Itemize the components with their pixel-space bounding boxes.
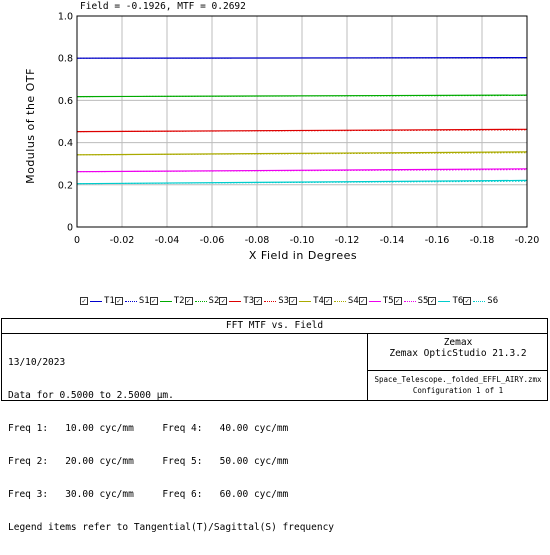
y-tick-label: 0.6 [58, 96, 73, 107]
legend-item-t6[interactable]: ✓ T6 [428, 296, 463, 306]
legend-swatch [404, 301, 416, 302]
info-date: 13/10/2023 [8, 357, 334, 368]
legend-swatch [125, 301, 137, 302]
info-title: FFT MTF vs. Field [2, 319, 547, 334]
info-freq-row-3: Freq 3: 30.00 cyc/mm Freq 6: 60.00 cyc/m… [8, 489, 334, 500]
mtf-chart: Field = -0.1926, MTF = 0.2692 0 0.2 0.4 0.6… [0, 0, 550, 292]
checkbox-icon[interactable]: ✓ [219, 297, 227, 305]
legend-swatch [90, 301, 102, 302]
legend-item-t3[interactable]: ✓ T3 [219, 296, 254, 306]
checkbox-icon[interactable]: ✓ [185, 297, 193, 305]
legend-item-t1[interactable]: ✓ T1 [80, 296, 115, 306]
legend-label: S5 [418, 296, 429, 306]
x-tick-label: -0.16 [425, 235, 450, 246]
y-tick-labels: 0 0.2 0.4 0.6 0.8 1.0 [58, 12, 73, 234]
checkbox-icon[interactable]: ✓ [254, 297, 262, 305]
info-legend-note: Legend items refer to Tangential(T)/Sagi… [8, 522, 334, 533]
legend-label: S1 [139, 296, 150, 306]
legend-swatch [195, 301, 207, 302]
legend-label: T1 [104, 296, 115, 306]
legend-item-s5[interactable]: ✓ S5 [394, 296, 429, 306]
legend-swatch [299, 301, 311, 302]
legend-swatch [264, 301, 276, 302]
legend-item-s1[interactable]: ✓ S1 [115, 296, 150, 306]
info-data-range: Data for 0.5000 to 2.5000 µm. [8, 390, 334, 401]
legend-label: S6 [487, 296, 498, 306]
y-axis-label: Modulus of the OTF [24, 68, 37, 184]
legend: ✓T1✓S1✓T2✓S2✓T3✓S3✓T4✓S4✓T5✓S5✓T6✓S6 [80, 294, 470, 308]
legend-swatch [369, 301, 381, 302]
x-tick-label: -0.10 [290, 235, 315, 246]
x-tick-label: -0.14 [380, 235, 405, 246]
brand-name: Zemax [368, 337, 548, 348]
checkbox-icon[interactable]: ✓ [463, 297, 471, 305]
x-tick-label: -0.18 [470, 235, 495, 246]
legend-item-t2[interactable]: ✓ T2 [150, 296, 185, 306]
y-tick-label: 0.8 [58, 54, 73, 65]
checkbox-icon[interactable]: ✓ [80, 297, 88, 305]
x-tick-label: -0.12 [335, 235, 360, 246]
product-name: Zemax OpticStudio 21.3.2 [368, 348, 548, 359]
y-tick-label: 0.2 [58, 180, 73, 191]
x-tick-label: -0.02 [110, 235, 135, 246]
y-tick-label: 0 [67, 223, 73, 234]
legend-item-t4[interactable]: ✓ T4 [289, 296, 324, 306]
legend-label: T6 [452, 296, 463, 306]
x-tick-label: -0.06 [200, 235, 225, 246]
legend-label: S2 [209, 296, 220, 306]
checkbox-icon[interactable]: ✓ [428, 297, 436, 305]
checkbox-icon[interactable]: ✓ [394, 297, 402, 305]
legend-item-s3[interactable]: ✓ S3 [254, 296, 289, 306]
legend-swatch [334, 301, 346, 302]
info-freq-row-2: Freq 2: 20.00 cyc/mm Freq 5: 50.00 cyc/m… [8, 456, 334, 467]
legend-swatch [473, 301, 485, 302]
x-tick-label: 0 [74, 235, 80, 246]
x-tick-labels: 0 -0.02 -0.04 -0.06 -0.08 -0.10 -0.12 -0.14 -0.1… [74, 235, 539, 246]
info-text: 13/10/2023 Data for 0.5000 to 2.5000 µm.… [8, 335, 334, 555]
file-name: Space_Telescope._folded_EFFL_AIRY.zmx [368, 374, 548, 385]
x-tick-label: -0.04 [155, 235, 180, 246]
configuration: Configuration 1 of 1 [368, 385, 548, 396]
legend-label: T4 [313, 296, 324, 306]
legend-item-t5[interactable]: ✓ T5 [359, 296, 394, 306]
grid [77, 16, 527, 227]
checkbox-icon[interactable]: ✓ [289, 297, 297, 305]
legend-label: T3 [243, 296, 254, 306]
checkbox-icon[interactable]: ✓ [115, 297, 123, 305]
legend-label: T2 [174, 296, 185, 306]
legend-swatch [160, 301, 172, 302]
legend-item-s4[interactable]: ✓ S4 [324, 296, 359, 306]
y-tick-label: 1.0 [58, 12, 73, 23]
legend-label: S4 [348, 296, 359, 306]
checkbox-icon[interactable]: ✓ [150, 297, 158, 305]
legend-label: S3 [278, 296, 289, 306]
info-brand-panel: Zemax Zemax OpticStudio 21.3.2 Space_Tel… [367, 333, 548, 400]
checkbox-icon[interactable]: ✓ [359, 297, 367, 305]
info-panel: FFT MTF vs. Field 13/10/2023 Data for 0.… [1, 318, 548, 401]
y-tick-label: 0.4 [58, 138, 73, 149]
chart-header: Field = -0.1926, MTF = 0.2692 [80, 1, 246, 12]
checkbox-icon[interactable]: ✓ [324, 297, 332, 305]
legend-item-s6[interactable]: ✓ S6 [463, 296, 498, 306]
file-box: Space_Telescope._folded_EFFL_AIRY.zmx Co… [368, 370, 548, 400]
legend-label: T5 [383, 296, 394, 306]
legend-swatch [229, 301, 241, 302]
x-tick-label: -0.20 [515, 235, 540, 246]
legend-item-s2[interactable]: ✓ S2 [185, 296, 220, 306]
x-axis-label: X Field in Degrees [249, 249, 357, 262]
legend-swatch [438, 301, 450, 302]
info-freq-row-1: Freq 1: 10.00 cyc/mm Freq 4: 40.00 cyc/m… [8, 423, 334, 434]
x-tick-label: -0.08 [245, 235, 270, 246]
